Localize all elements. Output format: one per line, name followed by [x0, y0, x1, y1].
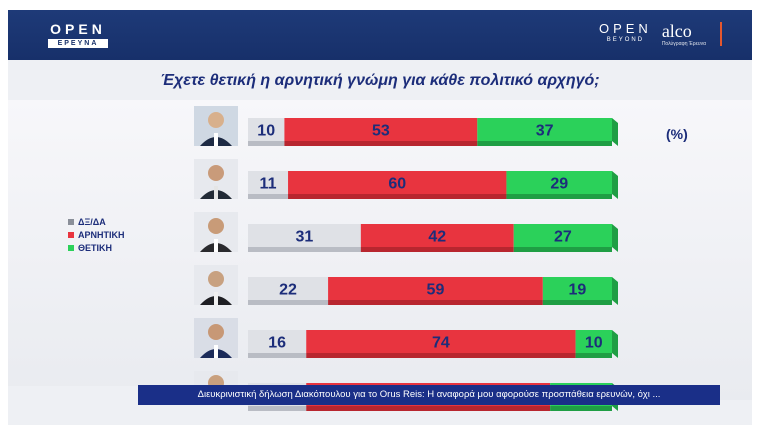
left-brand: OPEN [50, 21, 106, 37]
bar-segment [248, 171, 289, 194]
right-sub: BEYOND [606, 37, 645, 43]
person-icon [194, 212, 238, 252]
alco-tag: Πολύγραφη Έρευνα [661, 41, 706, 47]
legend-item-positive: ΘΕΤΙΚΗ [68, 241, 125, 254]
bar-shade-ΘΕΤΙΚΗ [513, 247, 612, 252]
leader-avatar-1 [194, 106, 238, 146]
bar-row-5: 16 74 10 [248, 330, 618, 358]
bar-segment [248, 277, 329, 300]
bar-segment [513, 224, 612, 247]
data-label: 27 [554, 229, 572, 246]
bar-segment [328, 277, 543, 300]
bar-segment [360, 224, 514, 247]
data-label: 59 [427, 282, 445, 299]
news-ticker: Διευκρινιστική δήλωση Διακόπουλου για το… [138, 385, 720, 405]
leader-avatar-2 [194, 159, 238, 199]
data-label: 10 [585, 335, 603, 352]
bar-row-3: 31 42 27 [248, 224, 618, 252]
leader-avatar-4 [194, 265, 238, 305]
bar-shade-ΘΕΤΙΚΗ [550, 406, 612, 411]
partner-logos: OPEN BEYOND alco Πολύγραφη Έρευνα [599, 22, 722, 48]
legend-item-dk: ΔΞ/ΔΑ [68, 215, 125, 228]
legend-label-dk: ΔΞ/ΔΑ [78, 216, 106, 227]
data-label: 31 [296, 229, 314, 246]
bar-shade-ΑΡΝΗΤΙΚΗ [288, 194, 507, 199]
legend-item-negative: ΑΡΝΗΤΙΚΗ [68, 228, 125, 241]
person-icon [194, 265, 238, 305]
open-beyond-logo: OPEN BEYOND [599, 22, 652, 45]
data-label: 10 [257, 123, 275, 140]
bar-shade-ΑΡΝΗΤΙΚΗ [328, 300, 543, 305]
bar-segment [575, 330, 612, 353]
person-icon [194, 159, 238, 199]
bar-shade-ΑΡΝΗΤΙΚΗ [284, 141, 478, 146]
bar-row-4: 22 59 19 [248, 277, 618, 305]
bar-shade-ΘΕΤΙΚΗ [506, 194, 612, 199]
chart-title: Έχετε θετική η αρνητική γνώμη για κάθε π… [160, 72, 600, 89]
bar-segment [288, 171, 507, 194]
data-label: 74 [432, 335, 450, 352]
bar-end-face [612, 330, 618, 358]
leader-avatar-5 [194, 318, 238, 358]
bar-segment [306, 330, 576, 353]
data-label: 37 [536, 123, 554, 140]
bar-segment [284, 118, 478, 141]
bar-shade-ΑΡΝΗΤΙΚΗ [360, 247, 514, 252]
header-bar: OPEN ΕΡΕΥΝΑ OPEN BEYOND alco Πολύγραφη Έ… [8, 10, 752, 60]
data-label: 29 [550, 176, 568, 193]
open-erevna-logo: OPEN ΕΡΕΥΝΑ [48, 22, 108, 48]
bar-segment [477, 118, 612, 141]
bar-segment [542, 277, 612, 300]
data-label: 22 [279, 282, 297, 299]
right-brand: OPEN [598, 21, 652, 36]
data-label: 16 [268, 335, 286, 352]
bar-shade-ΑΡΝΗΤΙΚΗ [306, 353, 576, 358]
bar-segment [248, 118, 285, 141]
bar-segment [248, 330, 307, 353]
legend-swatch-dk [68, 218, 74, 225]
ticker-spacer [8, 386, 138, 404]
data-label: 19 [569, 282, 587, 299]
slide: OPEN ΕΡΕΥΝΑ OPEN BEYOND alco Πολύγραφη Έ… [8, 10, 752, 425]
logo-divider [720, 22, 722, 46]
left-sub: ΕΡΕΥΝΑ [48, 39, 108, 48]
bar-shade-ΔΞ/ΔΑ [248, 247, 361, 252]
person-icon [194, 318, 238, 358]
leader-avatar-3 [194, 212, 238, 252]
data-label: 42 [428, 229, 446, 246]
legend-swatch-negative [68, 231, 74, 238]
bar-end-face [612, 118, 618, 146]
legend-label-positive: ΘΕΤΙΚΗ [78, 242, 113, 253]
alco-name: alco [661, 21, 692, 41]
bar-shade-ΔΞ/ΔΑ [248, 141, 285, 146]
bar-shade-ΔΞ/ΔΑ [248, 194, 289, 199]
legend-label-negative: ΑΡΝΗΤΙΚΗ [78, 229, 125, 240]
unit-label: (%) [666, 126, 688, 142]
person-icon [194, 106, 238, 146]
alco-logo: alco Πολύγραφη Έρευνα [662, 22, 706, 48]
bar-end-face [612, 171, 618, 199]
legend-swatch-positive [68, 244, 74, 251]
stacked-bar-chart: 105337116029314227225919167410166717 [248, 118, 618, 411]
bar-shade-ΔΞ/ΔΑ [248, 406, 307, 411]
chart-legend: ΔΞ/ΔΑ ΑΡΝΗΤΙΚΗ ΘΕΤΙΚΗ [68, 215, 125, 254]
bar-shade-ΘΕΤΙΚΗ [542, 300, 612, 305]
data-label: 53 [372, 123, 390, 140]
bar-shade-ΔΞ/ΔΑ [248, 353, 307, 358]
bar-row-2: 11 60 29 [248, 171, 618, 199]
bar-shade-ΑΡΝΗΤΙΚΗ [306, 406, 551, 411]
bar-row-1: 10 53 37 [248, 118, 618, 146]
bar-shade-ΘΕΤΙΚΗ [575, 353, 612, 358]
data-label: 11 [260, 176, 277, 193]
bar-end-face [612, 224, 618, 252]
bar-segment [248, 224, 361, 247]
bar-shade-ΔΞ/ΔΑ [248, 300, 329, 305]
data-label: 60 [388, 176, 406, 193]
bar-end-face [612, 277, 618, 305]
bar-shade-ΘΕΤΙΚΗ [477, 141, 612, 146]
bar-segment [506, 171, 612, 194]
